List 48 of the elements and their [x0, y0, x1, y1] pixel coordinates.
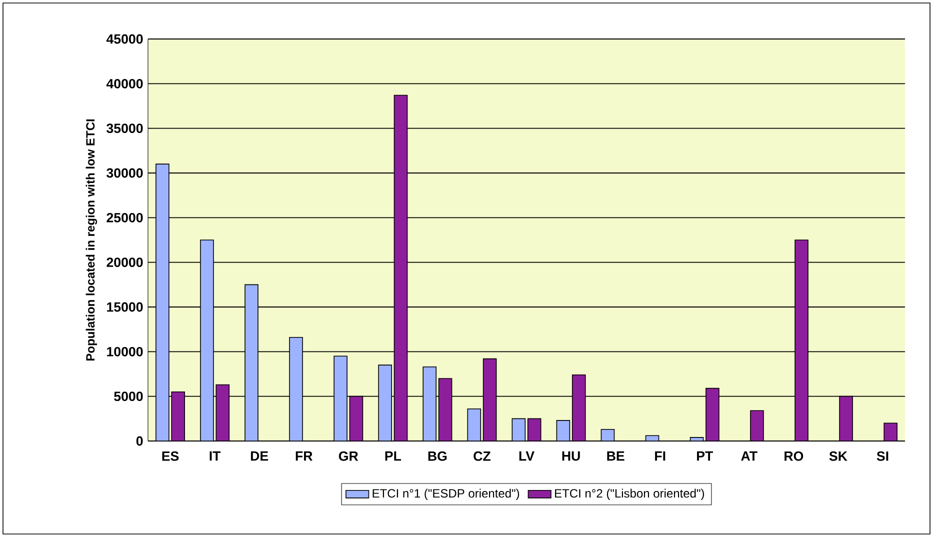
x-tick-label: FI — [655, 451, 666, 461]
y-tick-label: 35000 — [106, 124, 143, 134]
bar — [467, 408, 482, 441]
y-tick-label: 20000 — [106, 258, 143, 268]
bar — [750, 410, 764, 441]
bar — [527, 418, 542, 441]
x-tick-label: HU — [562, 451, 580, 461]
bar — [512, 418, 526, 441]
bar — [216, 384, 230, 441]
bar — [794, 240, 808, 441]
x-tick-label: BG — [428, 451, 447, 461]
bar — [556, 420, 570, 441]
x-tick-label: PT — [697, 451, 714, 461]
y-tick-label: 15000 — [107, 302, 143, 312]
y-tick-label: 40000 — [106, 78, 143, 88]
x-tick-label: GR — [338, 451, 358, 461]
y-axis-title: Population located in region with low ETCI — [86, 119, 98, 361]
x-tick-label: BE — [607, 451, 624, 461]
y-tick-label: 0 — [136, 436, 143, 446]
bar — [839, 396, 853, 441]
y-tick-label: 45000 — [106, 34, 143, 44]
x-tick-label: DE — [250, 451, 268, 461]
x-tick-label: FR — [296, 451, 312, 461]
bar — [600, 428, 615, 441]
x-tick-label: CZ — [474, 451, 490, 461]
x-tick-label: AT — [741, 451, 758, 461]
y-tick-label: 5000 — [114, 392, 143, 402]
bar — [394, 94, 408, 441]
x-tick-label: SK — [829, 451, 848, 461]
x-tick-label: RO — [784, 451, 804, 461]
x-tick-label: LV — [519, 451, 534, 461]
x-tick-label: IT — [210, 451, 221, 461]
bar — [171, 391, 185, 441]
y-tick-label: 30000 — [106, 168, 143, 178]
x-tick-label: ES — [162, 451, 179, 461]
x-tick-label: PL — [385, 451, 402, 461]
legend-label: ETCI n°1 ("ESDP oriented") — [372, 488, 520, 500]
bar — [572, 374, 586, 441]
y-tick-label: 10000 — [107, 346, 143, 356]
bar — [690, 437, 704, 441]
bar — [349, 396, 364, 441]
y-tick-label: 25000 — [106, 212, 143, 222]
bar — [482, 358, 497, 441]
x-tick-label: SI — [876, 451, 888, 461]
bar — [645, 435, 660, 441]
legend-label: ETCI n°2 ("Lisbon oriented") — [555, 488, 704, 500]
bar — [438, 378, 452, 441]
bar — [706, 388, 720, 441]
